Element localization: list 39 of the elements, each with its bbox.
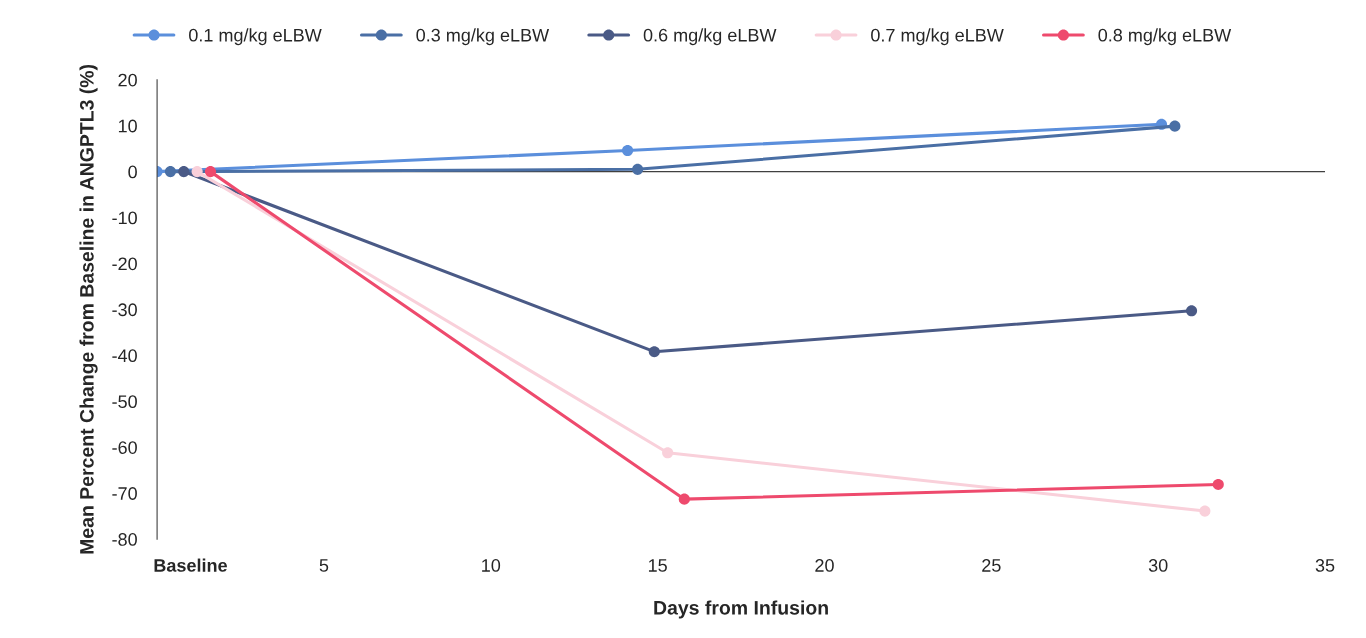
legend-label: 0.7 mg/kg eLBW [871,28,1004,46]
point [191,166,203,178]
point [678,493,690,505]
legend-label: 0.6 mg/kg eLBW [643,28,777,46]
y-tick-label: -20 [112,257,137,271]
point [622,144,634,157]
x-tick-label: 25 [982,559,1001,572]
y-tick-label: -40 [112,349,137,363]
point [648,346,660,358]
point [178,166,190,178]
point [1212,478,1224,490]
legend-label: 0.8 mg/kg eLBW [1098,28,1232,46]
point [662,447,674,459]
y-tick-label: -70 [112,487,137,500]
x-tick-label: 20 [815,559,834,572]
legend-label: 0.1 mg/kg eLBW [189,28,322,46]
y-tick-label: 10 [118,119,137,133]
x-tick-label: 5 [319,559,329,572]
x-tick-label: 15 [648,559,667,572]
x-tick-label: 30 [1148,559,1168,572]
y-tick-label: -30 [112,303,137,317]
legend-label: 0.3 mg/kg eLBW [416,28,550,46]
y-tick-label: -50 [112,395,137,409]
x-tick-label: Baseline [154,558,227,572]
x-tick-label: 35 [1315,559,1335,572]
y-tick-label: 20 [118,73,137,87]
point [204,166,217,178]
point [1199,505,1211,517]
point [632,163,644,175]
y-tick-label: -80 [112,533,137,546]
y-tick-label: -10 [112,211,137,225]
point [1169,120,1181,132]
y-axis-title: Mean Percent Change from Baseline in ANGPTL3 (%) [79,64,98,554]
point [1185,305,1198,317]
x-axis-title: Days from Infusion [654,600,828,619]
point [164,166,176,178]
x-tick-label: 10 [482,559,501,572]
y-tick-label: 0 [128,165,137,179]
y-tick-label: -60 [112,441,137,454]
